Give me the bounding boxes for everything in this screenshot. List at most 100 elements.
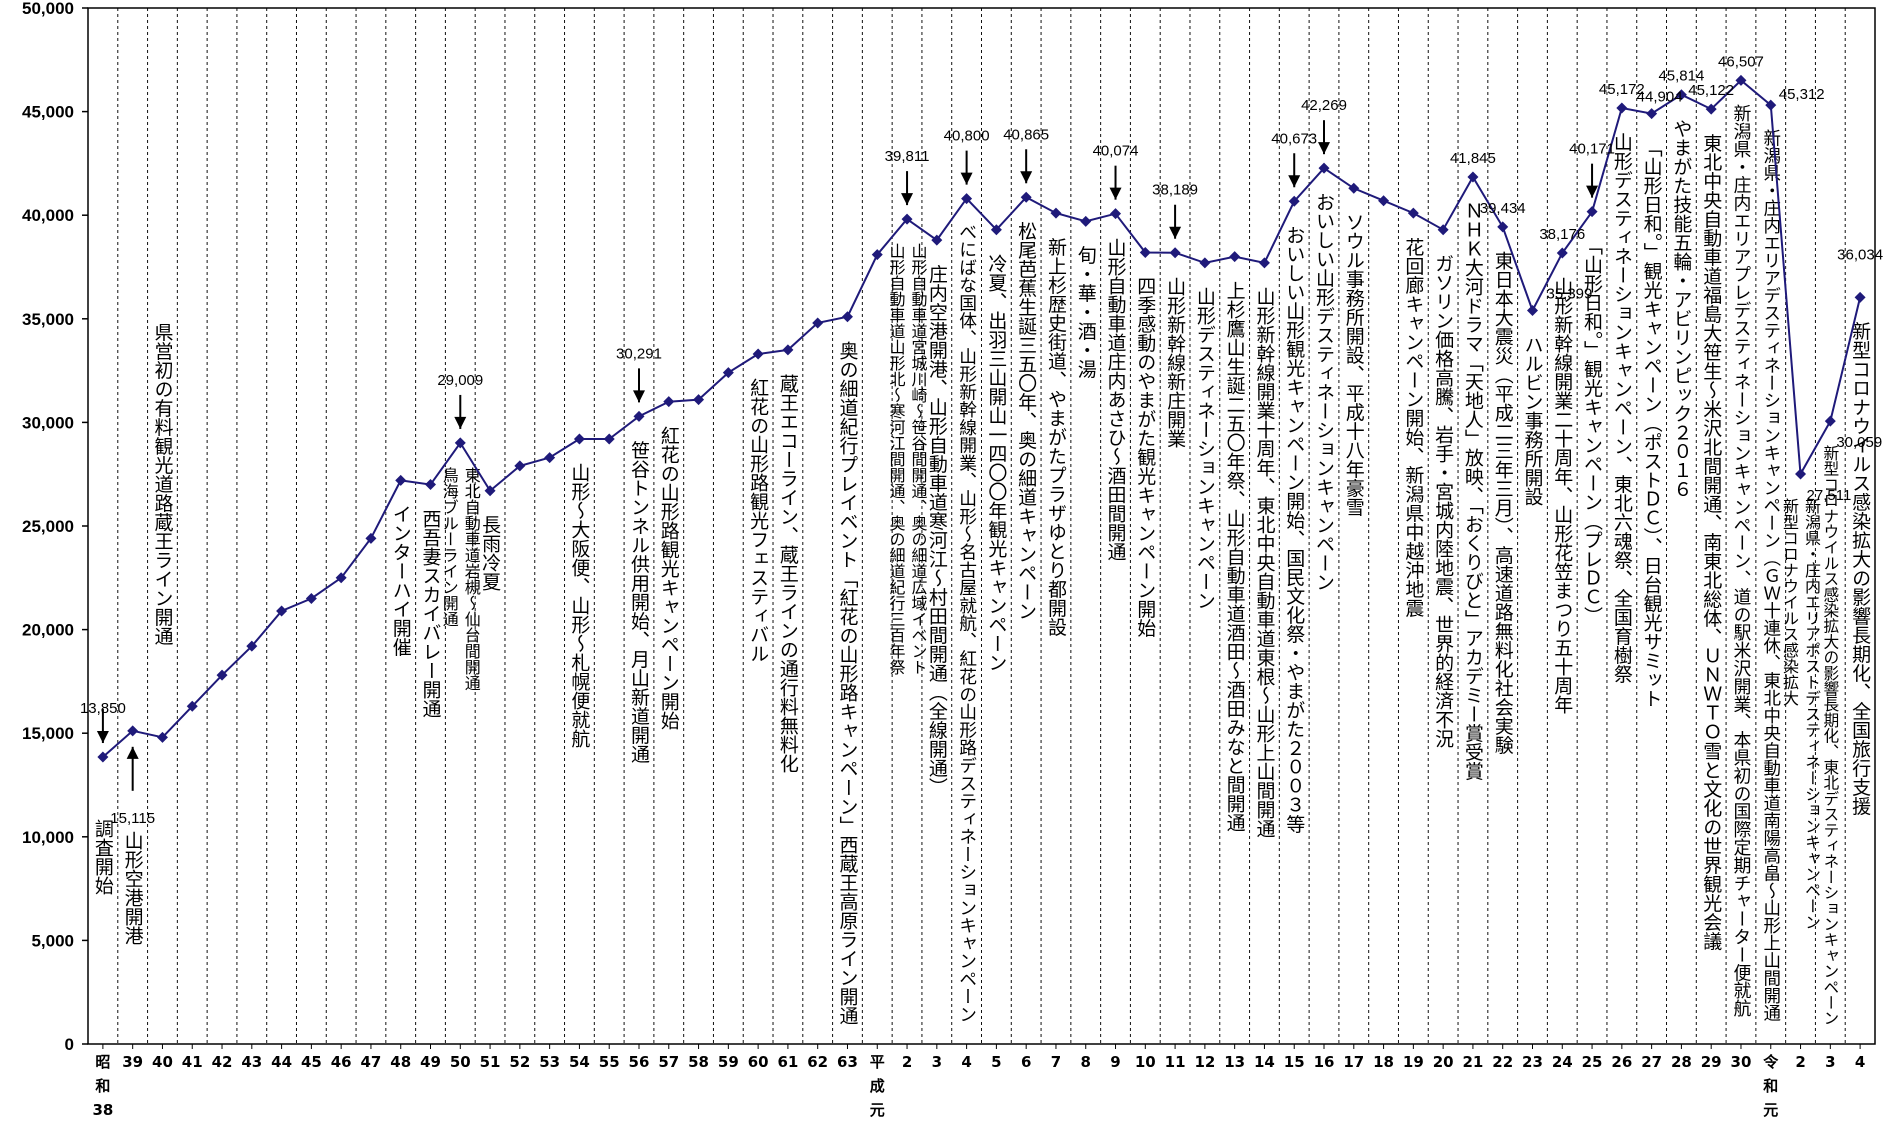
data-label: 30,291 [616,345,662,362]
data-point [1526,305,1538,317]
x-tick-label: 61 [777,1053,798,1071]
event-annotation: おいしい山形デスティネーションキャンペーン [1313,192,1335,591]
x-tick-label: 41 [182,1053,203,1071]
x-tick-label: 39 [122,1053,143,1071]
x-tick-label: 48 [390,1053,411,1071]
event-annotation: 「山形日和。」観光キャンペーン（プレＤＣ） [1581,236,1603,626]
event-annotation: 庄内空港開港、山形自動車道寒河江～村田間開通（全線開通） [926,264,948,796]
event-annotation: ハルビン事務所開設 [1521,335,1543,506]
x-tick-label: 42 [212,1053,233,1071]
event-annotation: 笹谷トンネル供用開始、月山新道開通 [628,440,650,763]
data-point [603,433,615,445]
event-annotation: 紅花の山形路観光キャンペーン開始 [658,425,680,729]
data-point [156,731,168,743]
x-tick-label: 43 [241,1053,262,1071]
event-annotation: 山形新幹線新庄開業 [1164,276,1186,447]
event-arrow [1586,163,1599,198]
data-label: 38,176 [1539,226,1585,243]
x-tick-label: 51 [480,1053,501,1071]
event-annotation: 新上杉歴史街道、やまがたプラザゆとり都開設 [1045,237,1067,636]
event-annotation: 新型コロナウイルス感染拡大 [1780,498,1799,706]
event-annotation: 旬・華・酒・湯 [1075,245,1097,379]
x-tick-label: 57 [658,1053,679,1071]
x-tick-label: 27 [1641,1053,1662,1071]
data-label: 40,074 [1093,143,1139,160]
event-annotation: やまがた技能五輪・アビリンピック２０１６ [1670,119,1692,499]
event-arrow [1109,165,1122,200]
data-point [782,344,794,356]
x-tick-label: 10 [1135,1053,1156,1071]
x-tick-label: 56 [629,1053,650,1071]
data-point [990,224,1002,236]
x-tick-label: 4 [961,1053,971,1071]
data-label: 35,399 [1546,286,1592,303]
event-annotation: ソウル事務所開設、平成十八年豪雪 [1343,212,1365,516]
event-annotation: 上杉鷹山生誕二五〇年祭、山形自動車道酒田～酒田みなと間開通 [1224,280,1246,831]
data-series [97,74,1866,763]
data-point [1110,208,1122,220]
data-label: 44,904 [1637,89,1683,106]
data-point [752,348,764,360]
data-point [573,433,585,445]
event-annotation: 東北中央自動車道福島大笹生～米沢北間開通、南東北総体、ＵＮＷＴＯ雪と文化の世界観… [1700,133,1722,950]
data-point [1616,102,1628,114]
data-point [1318,162,1330,174]
data-label: 45,172 [1599,81,1645,98]
event-annotation: 「山形日和。」観光キャンペーン（ポストＤＣ）、日台観光サミット [1641,138,1663,708]
event-annotation: 東日本大震災（平成二三年三月）、高速道路無料化社会実験 [1492,251,1514,756]
data-label: 29,009 [437,372,483,389]
data-point [663,396,675,408]
event-annotation: ＮＨＫ大河ドラマ「天地人」放映、「おくりびと」アカデミー賞受賞 [1462,201,1484,781]
data-label: 40,171 [1569,141,1615,158]
event-annotation: 四季感動のやまがた観光キャンペーン開始 [1134,276,1156,637]
data-point [1169,247,1181,259]
event-annotation: 新型コロナウイルス感染拡大の影響長期化、東北デスティネーションキャンペーン [1821,445,1840,1026]
x-tick-label: 63 [837,1053,858,1071]
data-point [722,367,734,379]
x-tick-label: 16 [1314,1053,1335,1071]
x-tick-label: 50 [450,1053,471,1071]
x-tick-label: 46 [331,1053,352,1071]
event-annotation: 山形自動車道宮城川崎～笹谷間開通、奥の細道広域イベント [909,243,928,675]
y-tick-label: 20,000 [22,621,74,640]
x-tick-label: 53 [539,1053,560,1071]
event-annotation: 新型コロナウイルス感染拡大の影響長期化、全国旅行支援 [1849,321,1871,816]
event-arrow [901,171,914,206]
event-annotation: 山形自動車道山形北～寒河江間開通、奥の細道紀行三百年祭 [887,243,906,675]
x-tick-label: 元 [870,1101,885,1119]
x-tick-label: 成 [870,1077,885,1095]
event-annotation: 山形～大阪便、山形～札幌便就航 [568,463,590,748]
data-point [1675,89,1687,101]
event-annotation: 県営初の有料観光道路蔵王ライン開通 [151,322,173,645]
x-tick-label: 3 [1825,1053,1835,1071]
x-tick-label: 28 [1671,1053,1692,1071]
data-point [871,249,883,261]
data-label: 38,189 [1152,182,1198,199]
data-point [276,605,288,617]
data-point [127,725,139,737]
x-tick-label: 15 [1284,1053,1305,1071]
x-tick-label: 9 [1110,1053,1120,1071]
data-label: 40,800 [944,128,990,145]
x-tick-label: 7 [1051,1053,1061,1071]
event-annotation: 蔵王エコーライン、蔵王ラインの通行料無料化 [777,374,799,773]
event-arrow [1318,120,1331,155]
data-point [1050,207,1062,219]
axes: 0 5,000 10,000 15,000 20,000 25,000 30,000 35,0… [22,0,1876,1119]
data-point [1139,246,1151,258]
x-tick-label: 52 [509,1053,530,1071]
data-point [1020,191,1032,203]
event-arrow [960,150,973,185]
x-tick-label: 2 [1795,1053,1805,1071]
x-tick-label: 12 [1194,1053,1215,1071]
data-point [484,485,496,497]
data-point [335,572,347,584]
y-tick-label: 35,000 [22,310,74,329]
data-point [1348,182,1360,194]
x-tick-label: 55 [599,1053,620,1071]
x-tick-label: 3 [932,1053,942,1071]
event-annotation: 長雨冷夏 [479,515,501,591]
data-point [246,640,258,652]
x-tick-label: 47 [361,1053,382,1071]
x-tick-label: 19 [1403,1053,1424,1071]
